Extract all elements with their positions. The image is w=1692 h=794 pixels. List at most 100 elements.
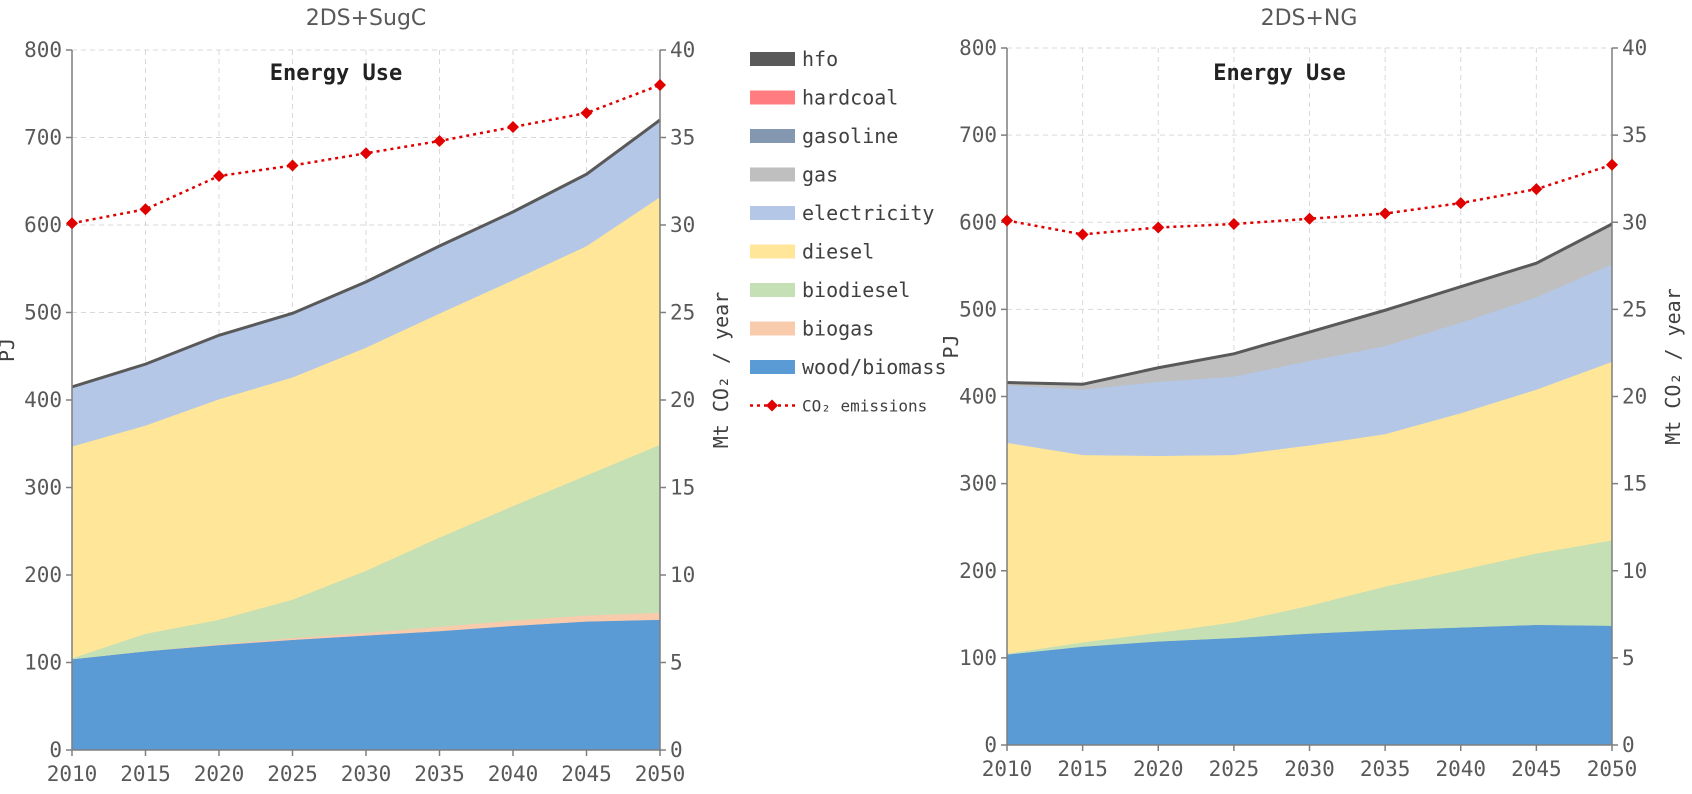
chart2-xtick-label: 2030 xyxy=(1284,757,1335,781)
legend-label: biodiesel xyxy=(802,278,910,302)
chart1-xtick-label: 2010 xyxy=(47,762,98,786)
legend: hfo hardcoal gasoline gas electricity diesel b… xyxy=(750,47,947,416)
chart1-ytick-label: 100 xyxy=(24,651,62,675)
legend-swatch-biodiesel xyxy=(750,283,795,297)
legend-item-co-emissions: CO₂ emissions xyxy=(750,397,927,416)
chart2-ytick-label: 100 xyxy=(959,646,997,670)
chart1-xtick-label: 2050 xyxy=(635,762,686,786)
chart2-ytick-label: 600 xyxy=(959,210,997,234)
legend-item-biodiesel: biodiesel xyxy=(750,278,910,302)
legend-item-diesel: diesel xyxy=(750,240,874,264)
chart1-ytick-label: 700 xyxy=(24,126,62,150)
chart2-co2-point xyxy=(1606,158,1618,171)
chart1-xtick-label: 2035 xyxy=(414,762,465,786)
legend-item-electricity: electricity xyxy=(750,201,934,225)
chart2-y2tick-label: 30 xyxy=(1622,210,1647,234)
legend-item-wood-biomass: wood/biomass xyxy=(750,355,947,379)
legend-swatch-electricity xyxy=(750,206,795,220)
chart1-co2-point xyxy=(580,107,593,119)
chart2-title: 2DS+NG xyxy=(1261,6,1358,31)
chart1-xtick-label: 2045 xyxy=(561,762,612,786)
chart1-co2-point xyxy=(654,79,666,91)
chart1-ytick-label: 500 xyxy=(24,301,62,325)
chart2-xtick-label: 2020 xyxy=(1133,757,1184,781)
chart2-co2-point xyxy=(1530,183,1543,196)
chart2-y2tick-label: 0 xyxy=(1622,733,1635,757)
legend-swatch-hardcoal xyxy=(750,90,795,105)
chart2-y2tick-label: 15 xyxy=(1622,472,1647,496)
chart2-y2tick-label: 40 xyxy=(1622,36,1647,60)
chart2-xtick-label: 2045 xyxy=(1511,757,1562,781)
legend-label: CO₂ emissions xyxy=(802,397,927,416)
legend-swatch-gasoline xyxy=(750,129,795,143)
chart2-y2tick-label: 10 xyxy=(1622,559,1647,583)
chart1-xtick-label: 2040 xyxy=(488,762,539,786)
legend-swatch-biogas xyxy=(750,321,795,336)
chart2-y2tick-label: 20 xyxy=(1622,385,1647,409)
chart2-ytick-label: 700 xyxy=(959,123,997,147)
legend-item-gas: gas xyxy=(750,163,838,187)
chart2-ytick-label: 300 xyxy=(959,472,997,496)
chart2-xtick-label: 2040 xyxy=(1435,757,1486,781)
chart1-group: 0100200300400500600700800051015202530354… xyxy=(0,6,733,786)
chart2-y2label: Mt CO₂ / year xyxy=(1661,288,1685,445)
chart1-annotation: Energy Use xyxy=(270,61,402,86)
chart1-y2tick-label: 35 xyxy=(670,126,695,150)
chart2-co2-point xyxy=(1379,207,1392,220)
legend-label: electricity xyxy=(802,201,934,225)
chart1-ytick-label: 0 xyxy=(49,738,62,762)
chart1-y2tick-label: 0 xyxy=(670,738,683,762)
chart2-co2-point xyxy=(1303,212,1316,225)
legend-swatch-gas xyxy=(750,167,795,182)
chart1-xtick-label: 2025 xyxy=(267,762,318,786)
chart2-xtick-label: 2010 xyxy=(982,757,1033,781)
chart2-xtick-label: 2050 xyxy=(1587,757,1638,781)
chart1-y2tick-label: 15 xyxy=(670,476,695,500)
legend-label: hardcoal xyxy=(802,86,898,110)
legend-swatch-hfo xyxy=(750,52,795,66)
chart1-xtick-label: 2020 xyxy=(194,762,245,786)
chart1-title: 2DS+SugC xyxy=(306,6,427,31)
chart2-co2-point xyxy=(1227,217,1240,230)
chart2-co2-point xyxy=(1076,228,1089,241)
chart1-ytick-label: 600 xyxy=(24,213,62,237)
chart1-co2-point xyxy=(66,217,78,230)
chart1-xtick-label: 2015 xyxy=(120,762,171,786)
chart2-xtick-label: 2035 xyxy=(1360,757,1411,781)
chart2-y2tick-label: 5 xyxy=(1622,646,1635,670)
chart1-y2tick-label: 20 xyxy=(670,388,695,412)
chart1-ylabel: PJ xyxy=(0,338,19,362)
legend-swatch-wood-biomass xyxy=(750,360,795,374)
chart2-ylabel: PJ xyxy=(939,334,963,358)
chart1-ytick-label: 200 xyxy=(24,563,62,587)
chart1-y2tick-label: 40 xyxy=(670,38,695,62)
chart1-co2-point xyxy=(286,159,299,172)
chart2-co2-point xyxy=(1152,221,1165,234)
chart1-xtick-label: 2030 xyxy=(341,762,392,786)
chart1-co2-point xyxy=(433,135,446,147)
legend-item-hardcoal: hardcoal xyxy=(750,86,898,110)
legend-label: hfo xyxy=(802,47,838,71)
legend-swatch-diesel xyxy=(750,244,795,259)
chart1-ytick-label: 800 xyxy=(24,38,62,62)
chart1-total-outline xyxy=(71,118,661,389)
legend-label: wood/biomass xyxy=(802,355,947,379)
chart2-xtick-label: 2015 xyxy=(1057,757,1108,781)
chart2-y2tick-label: 25 xyxy=(1622,297,1647,321)
chart1-y2tick-label: 25 xyxy=(670,301,695,325)
chart2-annotation: Energy Use xyxy=(1213,61,1345,86)
chart2-ytick-label: 400 xyxy=(959,385,997,409)
chart2-xtick-label: 2025 xyxy=(1209,757,1260,781)
chart2-ytick-label: 200 xyxy=(959,559,997,583)
chart2-co2-point xyxy=(1454,197,1467,210)
chart2-y2tick-label: 35 xyxy=(1622,123,1647,147)
chart1-co2-point xyxy=(139,203,152,216)
chart2-ytick-label: 800 xyxy=(959,36,997,60)
chart1-ytick-label: 400 xyxy=(24,388,62,412)
chart2-total-outline xyxy=(1006,222,1613,386)
chart1-ytick-label: 300 xyxy=(24,476,62,500)
chart1-y2label: Mt CO₂ / year xyxy=(709,292,733,449)
chart2-group: 0100200300400500600700800051015202530354… xyxy=(939,6,1685,781)
chart1-y2tick-label: 5 xyxy=(670,651,683,675)
